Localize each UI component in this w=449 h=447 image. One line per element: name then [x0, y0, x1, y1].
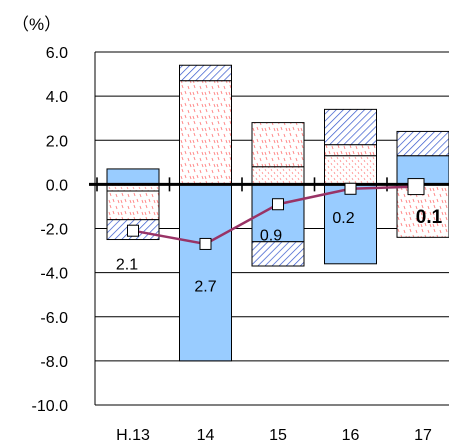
line-data-label: 2.7 [194, 278, 216, 295]
unit-label: （%） [12, 15, 61, 34]
bar-segment [251, 122, 305, 168]
line-point [127, 224, 139, 237]
x-tick-label: 14 [197, 427, 215, 444]
line-point [272, 198, 284, 211]
x-tick-label: 17 [414, 427, 432, 444]
y-tick-label: 2.0 [46, 133, 68, 150]
x-axis-ticks: H.13 14 15 16 17 [116, 427, 432, 444]
x-tick-label: 16 [342, 427, 360, 444]
line-data-label: 0.9 [260, 228, 282, 245]
bar-segment [324, 155, 377, 185]
bar-segment [324, 183, 377, 265]
line-point [344, 182, 357, 195]
bar-segment [396, 130, 449, 157]
y-axis-ticks: 6.0 4.0 2.0 0.0 -2.0 -4.0 -6.0 -8.0 -10.0 [32, 45, 69, 415]
y-tick-label: 0.0 [46, 177, 68, 194]
line-data-label: 2.1 [116, 256, 138, 273]
bar-segment [179, 80, 232, 185]
y-tick-label: 6.0 [46, 45, 68, 62]
x-tick-label: H.13 [116, 427, 150, 444]
y-tick-label: -2.0 [40, 222, 68, 239]
bar-segment [106, 190, 160, 221]
bar-segment [324, 144, 377, 157]
y-tick-label: -10.0 [32, 398, 69, 415]
bar-segment [106, 168, 160, 185]
y-tick-label: 4.0 [46, 89, 68, 106]
bars [106, 64, 449, 362]
bar-segment [179, 183, 232, 362]
bar-segment [251, 241, 305, 267]
y-tick-label: -8.0 [40, 354, 68, 371]
bar-segment [324, 108, 377, 146]
x-tick-label: 15 [269, 427, 287, 444]
bar-segment [251, 166, 305, 185]
line-point [199, 237, 212, 250]
y-tick-label: -4.0 [40, 266, 68, 283]
bar-segment [179, 64, 232, 82]
x-axis [89, 177, 449, 192]
line-data-label: 0.2 [332, 210, 354, 227]
line-data-label: 0.1 [416, 207, 443, 228]
line-point [407, 178, 425, 196]
y-tick-label: -6.0 [40, 310, 68, 327]
total-line: 2.1 2.7 0.9 0.2 0.1 [116, 178, 443, 295]
